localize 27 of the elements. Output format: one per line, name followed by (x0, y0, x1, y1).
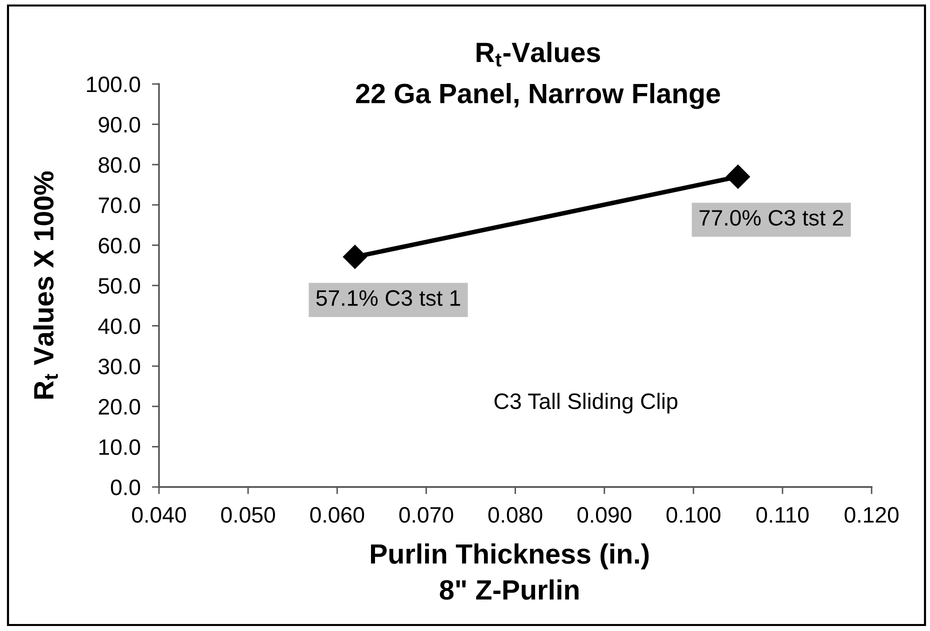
y-tick-label: 60.0 (98, 238, 140, 254)
x-tick-label: 0.040 (132, 507, 186, 523)
y-axis-title: R$_{t}$ Values X 100% (33, 171, 58, 399)
y-tick-label: 30.0 (98, 358, 140, 374)
data-label: 57.1% C3 tst 1 (316, 290, 460, 306)
x-tick-label: 0.050 (221, 507, 276, 523)
x-tick-label: 0.100 (666, 507, 720, 523)
data-label: 77.0% C3 tst 2 (700, 210, 844, 226)
y-tick-label: 80.0 (98, 157, 140, 173)
annotation: C3 Tall Sliding Clip (494, 392, 678, 414)
x-tick-label: 0.090 (577, 507, 632, 523)
y-tick-label: 40.0 (98, 318, 140, 334)
y-tick-label: 10.0 (99, 439, 140, 455)
y-tick-label: 100.0 (87, 76, 140, 92)
x-tick-label: 0.070 (399, 507, 454, 523)
y-tick-label: 90.0 (98, 116, 140, 133)
x-tick-label: 0.120 (844, 507, 899, 523)
y-tick-label: 20.0 (98, 398, 140, 415)
x-tick-label: 0.080 (488, 507, 542, 523)
chart-subtitle: 22 Ga Panel, Narrow Flange (356, 82, 720, 110)
y-tick-label: 0.0 (110, 480, 140, 496)
y-tick-label: 50.0 (98, 278, 140, 294)
y-tick-label: 70.0 (98, 197, 140, 214)
x-tick-label: 0.110 (756, 507, 809, 523)
chart-title: R$_{t}$-Values (476, 42, 600, 67)
x-tick-label: 0.060 (310, 507, 364, 523)
x-axis-title: Purlin Thickness (in.) 8" Z-Purlin (371, 543, 649, 600)
